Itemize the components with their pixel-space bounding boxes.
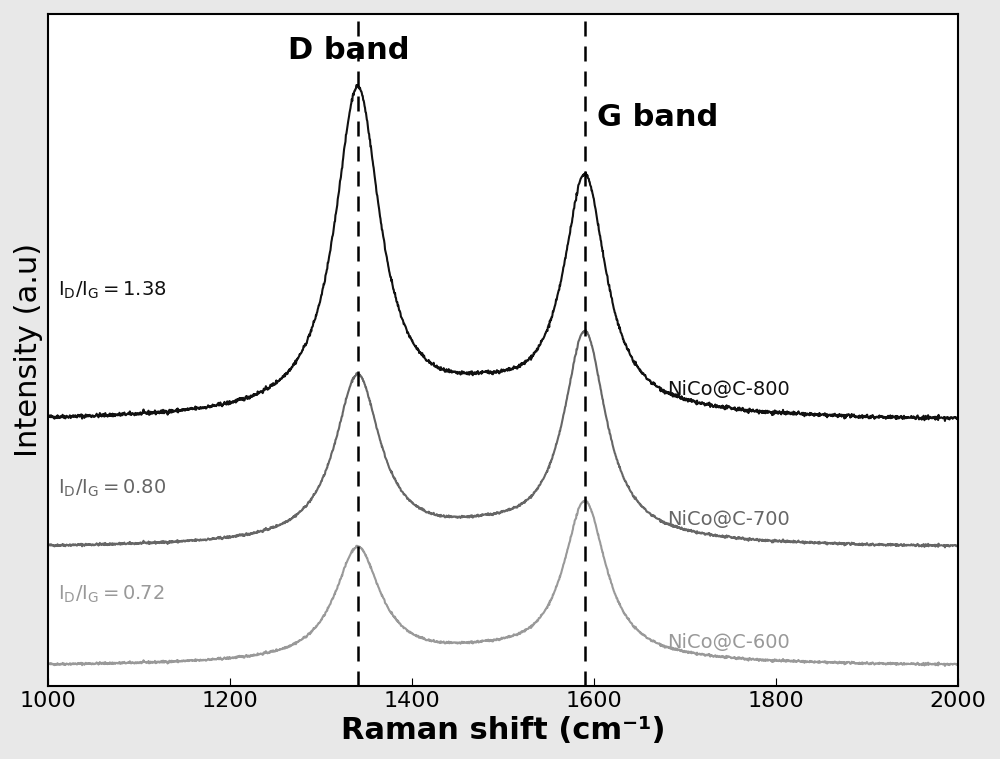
Text: NiCo@C-800: NiCo@C-800 bbox=[667, 380, 789, 398]
Text: G band: G band bbox=[597, 103, 718, 132]
Text: D band: D band bbox=[288, 36, 409, 65]
Text: $\mathregular{I_D/I_G=1.38}$: $\mathregular{I_D/I_G=1.38}$ bbox=[58, 280, 166, 301]
Text: NiCo@C-600: NiCo@C-600 bbox=[667, 633, 789, 652]
Y-axis label: Intensity (a.u): Intensity (a.u) bbox=[14, 243, 43, 457]
X-axis label: Raman shift (cm⁻¹): Raman shift (cm⁻¹) bbox=[341, 716, 665, 745]
Text: NiCo@C-700: NiCo@C-700 bbox=[667, 510, 789, 529]
Text: $\mathregular{I_D/I_G=0.80}$: $\mathregular{I_D/I_G=0.80}$ bbox=[58, 477, 166, 499]
Text: $\mathregular{I_D/I_G=0.72}$: $\mathregular{I_D/I_G=0.72}$ bbox=[58, 584, 164, 606]
